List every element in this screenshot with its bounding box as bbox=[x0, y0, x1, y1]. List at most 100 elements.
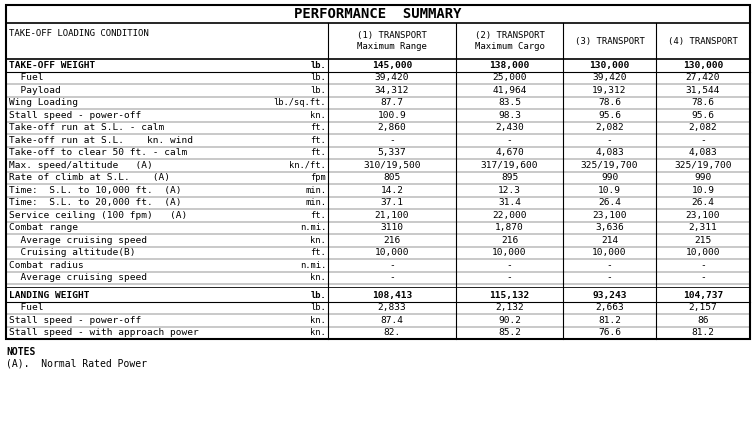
Text: -: - bbox=[700, 136, 706, 145]
Text: (A).  Normal Rated Power: (A). Normal Rated Power bbox=[6, 358, 147, 368]
Text: 1,870: 1,870 bbox=[495, 223, 524, 232]
Text: 4,083: 4,083 bbox=[595, 148, 624, 157]
Text: Payload: Payload bbox=[9, 86, 60, 95]
Text: 10,000: 10,000 bbox=[592, 248, 627, 257]
Text: 2,311: 2,311 bbox=[689, 223, 717, 232]
Text: -: - bbox=[389, 261, 395, 270]
Text: 34,312: 34,312 bbox=[375, 86, 409, 95]
Text: 104,737: 104,737 bbox=[683, 291, 723, 300]
Text: 214: 214 bbox=[601, 236, 618, 245]
Text: 19,312: 19,312 bbox=[592, 86, 627, 95]
Text: lb.: lb. bbox=[310, 303, 326, 312]
Text: Take-off run at S.L. - calm: Take-off run at S.L. - calm bbox=[9, 123, 164, 132]
Text: kn.: kn. bbox=[310, 328, 326, 337]
Text: 805: 805 bbox=[383, 173, 401, 182]
Text: 98.3: 98.3 bbox=[498, 111, 521, 120]
Text: ft.: ft. bbox=[310, 136, 326, 145]
Text: 2,157: 2,157 bbox=[689, 303, 717, 312]
Text: ft.: ft. bbox=[310, 248, 326, 257]
Text: NOTES: NOTES bbox=[6, 347, 36, 357]
Text: 5,337: 5,337 bbox=[378, 148, 407, 157]
Text: 76.6: 76.6 bbox=[598, 328, 621, 337]
Text: 23,100: 23,100 bbox=[686, 211, 720, 220]
Text: 130,000: 130,000 bbox=[683, 61, 723, 70]
Text: 85.2: 85.2 bbox=[498, 328, 521, 337]
Text: Cruising altitude(B): Cruising altitude(B) bbox=[9, 248, 135, 257]
Text: 26.4: 26.4 bbox=[692, 198, 714, 207]
Text: 21,100: 21,100 bbox=[375, 211, 409, 220]
Text: 87.4: 87.4 bbox=[380, 316, 404, 325]
Text: 41,964: 41,964 bbox=[492, 86, 527, 95]
Text: 93,243: 93,243 bbox=[592, 291, 627, 300]
Text: (3) TRANSPORT: (3) TRANSPORT bbox=[575, 37, 644, 45]
Text: 130,000: 130,000 bbox=[590, 61, 630, 70]
Text: (4) TRANSPORT: (4) TRANSPORT bbox=[668, 37, 738, 45]
Text: 31,544: 31,544 bbox=[686, 86, 720, 95]
Text: Fuel: Fuel bbox=[9, 73, 44, 82]
Text: 87.7: 87.7 bbox=[380, 98, 404, 107]
Text: 37.1: 37.1 bbox=[380, 198, 404, 207]
Text: 82.: 82. bbox=[383, 328, 401, 337]
Text: Take-off run at S.L.    kn. wind: Take-off run at S.L. kn. wind bbox=[9, 136, 193, 145]
Text: min.: min. bbox=[305, 186, 326, 195]
Text: 10,000: 10,000 bbox=[375, 248, 409, 257]
Text: 990: 990 bbox=[601, 173, 618, 182]
Text: 10.9: 10.9 bbox=[692, 186, 714, 195]
Text: TAKE-OFF WEIGHT: TAKE-OFF WEIGHT bbox=[9, 61, 95, 70]
Text: 3110: 3110 bbox=[380, 223, 404, 232]
Text: 216: 216 bbox=[501, 236, 518, 245]
Text: kn.: kn. bbox=[310, 273, 326, 282]
Text: 2,082: 2,082 bbox=[689, 123, 717, 132]
Text: lb.: lb. bbox=[310, 291, 326, 300]
Text: Take-off to clear 50 ft. - calm: Take-off to clear 50 ft. - calm bbox=[9, 148, 187, 157]
Text: 215: 215 bbox=[694, 236, 711, 245]
Text: 317/19,600: 317/19,600 bbox=[481, 161, 538, 170]
Text: lb.: lb. bbox=[310, 73, 326, 82]
Text: 39,420: 39,420 bbox=[375, 73, 409, 82]
Text: 14.2: 14.2 bbox=[380, 186, 404, 195]
Text: ft.: ft. bbox=[310, 148, 326, 157]
Text: ft.: ft. bbox=[310, 123, 326, 132]
Text: LANDING WEIGHT: LANDING WEIGHT bbox=[9, 291, 89, 300]
Text: 10,000: 10,000 bbox=[492, 248, 527, 257]
Text: min.: min. bbox=[305, 198, 326, 207]
Text: 4,670: 4,670 bbox=[495, 148, 524, 157]
Text: kn.: kn. bbox=[310, 111, 326, 120]
Text: 95.6: 95.6 bbox=[692, 111, 714, 120]
Text: 2,132: 2,132 bbox=[495, 303, 524, 312]
Text: 81.2: 81.2 bbox=[692, 328, 714, 337]
Text: -: - bbox=[700, 273, 706, 282]
Text: 4,083: 4,083 bbox=[689, 148, 717, 157]
Text: 90.2: 90.2 bbox=[498, 316, 521, 325]
Text: 12.3: 12.3 bbox=[498, 186, 521, 195]
Text: kn.: kn. bbox=[310, 316, 326, 325]
Text: -: - bbox=[389, 136, 395, 145]
Text: -: - bbox=[606, 261, 612, 270]
Text: lb.: lb. bbox=[310, 61, 326, 70]
Text: 310/19,500: 310/19,500 bbox=[363, 161, 421, 170]
Text: Stall speed - with approach power: Stall speed - with approach power bbox=[9, 328, 199, 337]
Text: 78.6: 78.6 bbox=[598, 98, 621, 107]
Text: lb.: lb. bbox=[310, 86, 326, 95]
Text: Fuel: Fuel bbox=[9, 303, 44, 312]
Text: 325/19,700: 325/19,700 bbox=[581, 161, 638, 170]
Text: -: - bbox=[606, 273, 612, 282]
Text: 3,636: 3,636 bbox=[595, 223, 624, 232]
Text: 2,430: 2,430 bbox=[495, 123, 524, 132]
Text: (1) TRANSPORT: (1) TRANSPORT bbox=[357, 31, 427, 40]
Text: Wing Loading: Wing Loading bbox=[9, 98, 78, 107]
Text: 26.4: 26.4 bbox=[598, 198, 621, 207]
Text: 990: 990 bbox=[694, 173, 711, 182]
Text: Average cruising speed: Average cruising speed bbox=[9, 236, 147, 245]
Text: -: - bbox=[507, 261, 513, 270]
Text: 78.6: 78.6 bbox=[692, 98, 714, 107]
Text: 10,000: 10,000 bbox=[686, 248, 720, 257]
Text: 115,132: 115,132 bbox=[489, 291, 530, 300]
Text: Service ceiling (100 fpm)   (A): Service ceiling (100 fpm) (A) bbox=[9, 211, 187, 220]
Text: 83.5: 83.5 bbox=[498, 98, 521, 107]
Text: 138,000: 138,000 bbox=[489, 61, 530, 70]
Text: Stall speed - power-off: Stall speed - power-off bbox=[9, 111, 141, 120]
Text: 22,000: 22,000 bbox=[492, 211, 527, 220]
Text: 216: 216 bbox=[383, 236, 401, 245]
Text: PERFORMANCE  SUMMARY: PERFORMANCE SUMMARY bbox=[294, 7, 462, 21]
